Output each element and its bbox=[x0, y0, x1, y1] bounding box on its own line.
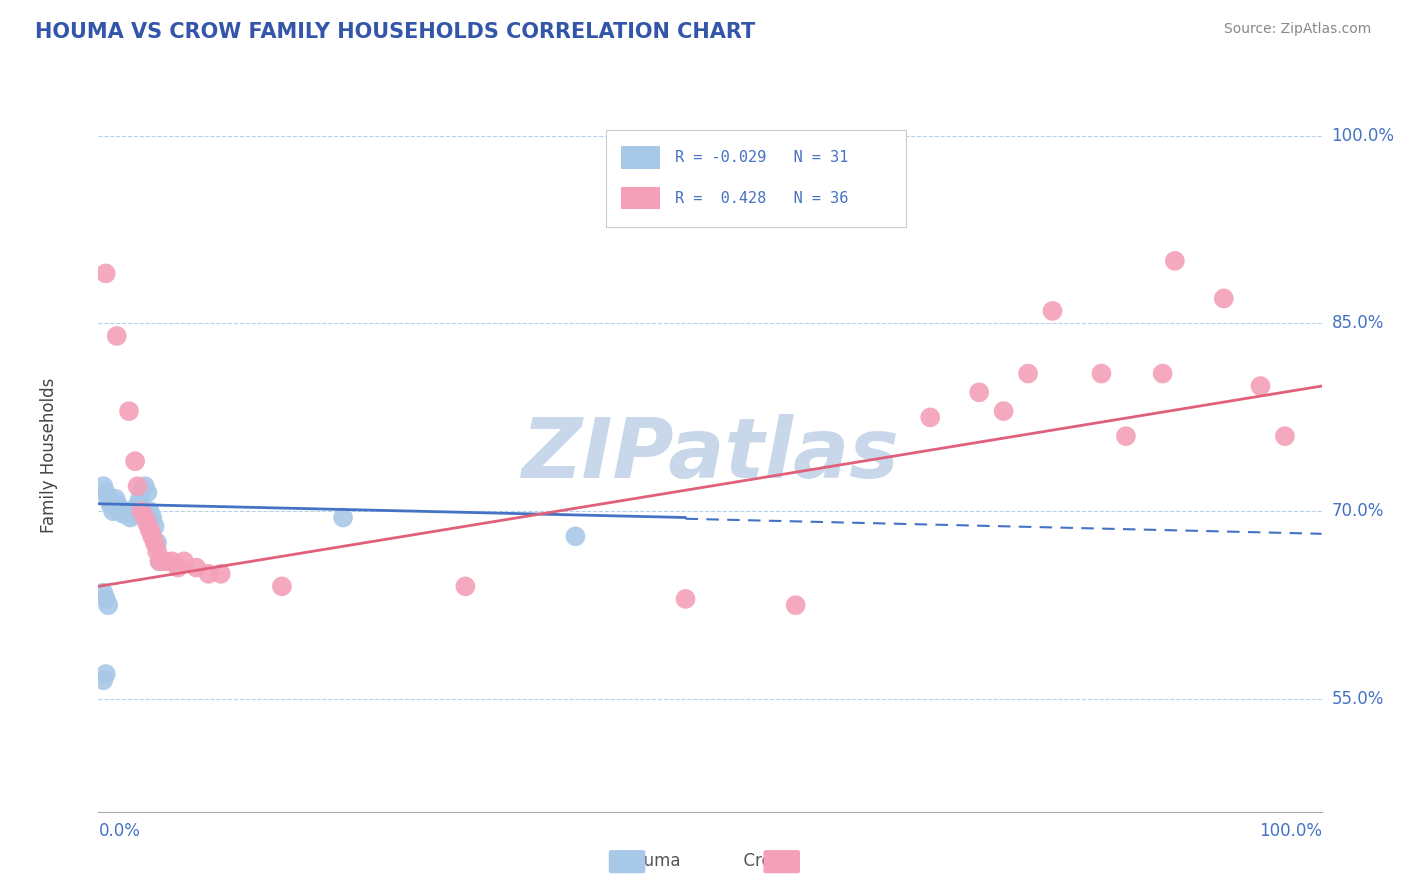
Point bbox=[564, 529, 586, 543]
Text: 85.0%: 85.0% bbox=[1331, 315, 1384, 333]
Point bbox=[173, 554, 195, 568]
Point bbox=[136, 485, 159, 500]
Point bbox=[155, 554, 177, 568]
Text: R =  0.428   N = 36: R = 0.428 N = 36 bbox=[675, 191, 848, 205]
Bar bbox=[620, 146, 659, 169]
Point bbox=[134, 510, 156, 524]
Point bbox=[167, 560, 190, 574]
Text: R = -0.029   N = 31: R = -0.029 N = 31 bbox=[675, 150, 848, 165]
Point bbox=[111, 507, 134, 521]
Point bbox=[1090, 367, 1112, 381]
Point bbox=[1042, 304, 1064, 318]
Text: 100.0%: 100.0% bbox=[1258, 822, 1322, 840]
Point bbox=[114, 504, 136, 518]
Point bbox=[124, 454, 146, 468]
Text: 70.0%: 70.0% bbox=[1331, 502, 1384, 520]
Point bbox=[1212, 292, 1234, 306]
Point bbox=[91, 673, 114, 688]
Point bbox=[136, 516, 159, 531]
Point bbox=[143, 519, 166, 533]
Point bbox=[785, 598, 807, 612]
Point bbox=[146, 544, 169, 558]
Point bbox=[94, 485, 117, 500]
Point bbox=[186, 560, 208, 574]
Point bbox=[146, 535, 169, 549]
Point bbox=[270, 579, 294, 593]
Point bbox=[139, 523, 162, 537]
Point bbox=[107, 498, 129, 512]
Point bbox=[91, 585, 114, 599]
Point bbox=[134, 479, 156, 493]
Text: Source: ZipAtlas.com: Source: ZipAtlas.com bbox=[1223, 22, 1371, 37]
Point bbox=[1274, 429, 1296, 443]
Point bbox=[141, 529, 163, 543]
Point bbox=[129, 504, 152, 518]
Text: ZIPatlas: ZIPatlas bbox=[522, 415, 898, 495]
Point bbox=[1115, 429, 1137, 443]
Point bbox=[1249, 379, 1271, 393]
Point bbox=[120, 510, 142, 524]
Point bbox=[143, 535, 166, 549]
Point bbox=[94, 667, 117, 681]
Point bbox=[105, 329, 128, 343]
Point bbox=[94, 266, 117, 280]
Point bbox=[332, 510, 354, 524]
Point bbox=[118, 404, 141, 418]
Point bbox=[110, 504, 132, 518]
Text: 55.0%: 55.0% bbox=[1331, 690, 1384, 708]
Text: HOUMA VS CROW FAMILY HOUSEHOLDS CORRELATION CHART: HOUMA VS CROW FAMILY HOUSEHOLDS CORRELAT… bbox=[35, 22, 755, 42]
Point bbox=[1164, 253, 1187, 268]
Point bbox=[117, 504, 139, 518]
Point bbox=[675, 591, 697, 606]
Point bbox=[101, 504, 124, 518]
Point bbox=[160, 554, 183, 568]
Point bbox=[129, 491, 152, 506]
Point bbox=[1152, 367, 1174, 381]
Point bbox=[127, 479, 149, 493]
Point bbox=[124, 507, 146, 521]
Point bbox=[920, 410, 942, 425]
Point bbox=[993, 404, 1015, 418]
Point bbox=[1017, 367, 1039, 381]
Point bbox=[149, 554, 172, 568]
Point bbox=[149, 554, 172, 568]
Point bbox=[454, 579, 477, 593]
Point bbox=[141, 510, 163, 524]
Bar bbox=[620, 186, 659, 210]
Point bbox=[967, 385, 990, 400]
Point bbox=[104, 491, 127, 506]
Point bbox=[127, 498, 149, 512]
Point bbox=[131, 482, 153, 496]
Point bbox=[97, 491, 120, 506]
Text: 100.0%: 100.0% bbox=[1331, 127, 1395, 145]
Text: Houma            Crow: Houma Crow bbox=[621, 852, 785, 870]
Point bbox=[100, 498, 122, 512]
Point bbox=[91, 479, 114, 493]
Point bbox=[197, 566, 219, 581]
Text: Family Households: Family Households bbox=[41, 377, 59, 533]
Point bbox=[121, 504, 143, 518]
Point bbox=[139, 504, 162, 518]
Point bbox=[97, 598, 120, 612]
FancyBboxPatch shape bbox=[606, 130, 905, 227]
Point bbox=[209, 566, 232, 581]
Text: 0.0%: 0.0% bbox=[98, 822, 141, 840]
Point bbox=[94, 591, 117, 606]
